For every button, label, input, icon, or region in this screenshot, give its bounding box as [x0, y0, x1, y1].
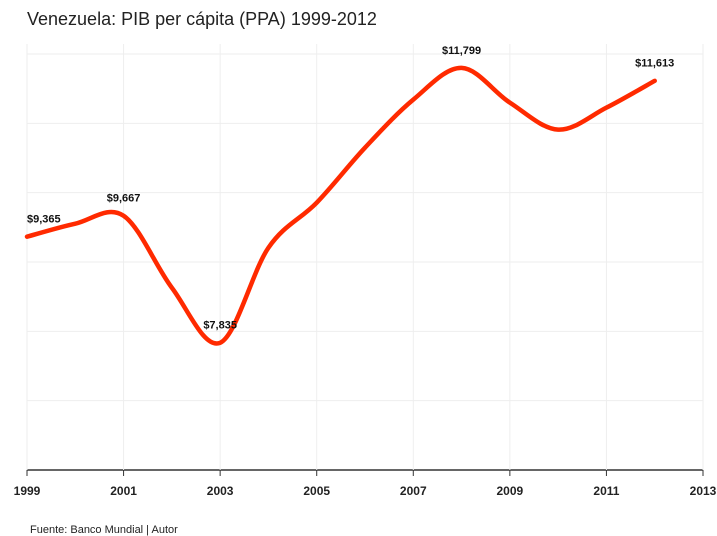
source-note: Fuente: Banco Mundial | Autor [30, 524, 178, 536]
data-label: $9,365 [27, 214, 61, 226]
x-tick-label: 2011 [593, 484, 619, 498]
data-label: $9,667 [107, 193, 141, 205]
x-tick-label: 1999 [14, 484, 41, 498]
data-label: $11,799 [442, 45, 481, 57]
x-tick-label: 2013 [690, 484, 717, 498]
data-label: $7,835 [203, 320, 237, 332]
chart-title: Venezuela: PIB per cápita (PPA) 1999-201… [27, 9, 377, 29]
x-tick-label: 2003 [207, 484, 234, 498]
x-tick-label: 2007 [400, 484, 427, 498]
x-tick-label: 2005 [303, 484, 330, 498]
line-series [24, 65, 657, 346]
x-tick-label: 2009 [497, 484, 524, 498]
data-label: $11,613 [635, 58, 674, 70]
x-tick-label: 2001 [110, 484, 137, 498]
